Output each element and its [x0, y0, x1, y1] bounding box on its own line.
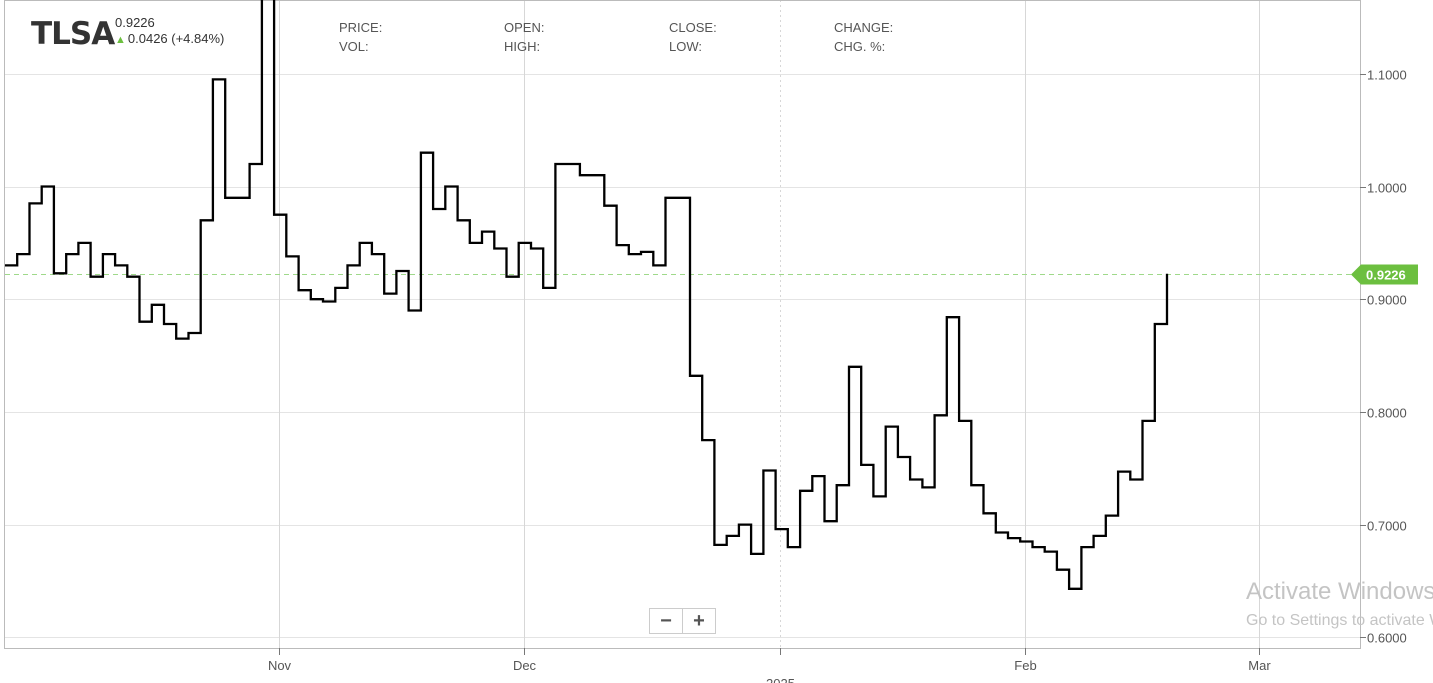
y-axis: 0.6000 0.7000 0.8000 0.9000 1.0000 1.1000: [1360, 68, 1407, 646]
activate-windows-title: Activate Windows: [1246, 578, 1433, 605]
activate-windows-subtitle: Go to Settings to activate Windows.: [1246, 612, 1433, 629]
vol-label: VOL:: [339, 39, 369, 54]
change-label: CHANGE:: [834, 20, 894, 35]
y-tick-label: 0.6000: [1367, 631, 1407, 646]
y-tick-label: 1.0000: [1367, 181, 1407, 196]
x-tick-label: Dec: [513, 658, 537, 673]
price-change-value: 0.0426 (+4.84%): [127, 31, 225, 46]
last-price-badge-label: 0.9226: [1366, 268, 1406, 283]
x-tick-label: 2025: [766, 676, 795, 683]
high-label: HIGH:: [504, 39, 541, 54]
zoom-out-button[interactable]: −: [650, 609, 683, 633]
y-tick-label: 0.7000: [1367, 519, 1407, 534]
vertical-gridlines: [279, 0, 1260, 648]
x-tick-label: Nov: [268, 658, 292, 673]
open-label: OPEN:: [504, 20, 545, 35]
price-series: [5, 0, 1169, 590]
price-step-line: [5, 0, 1169, 590]
last-price-badge: 0.9226: [1351, 264, 1418, 285]
up-arrow-icon: ▲: [115, 34, 126, 46]
zoom-in-button[interactable]: +: [693, 609, 705, 632]
x-axis: Nov Dec 2025 Feb Mar: [268, 648, 1271, 683]
price-change: ▲ 0.0426 (+4.84%): [115, 31, 224, 46]
close-label: CLOSE:: [669, 20, 717, 35]
ticker-symbol: TLSA: [31, 16, 115, 52]
price-label: PRICE:: [339, 20, 383, 35]
x-tick-label: Feb: [1014, 658, 1036, 673]
x-tick-label: Mar: [1248, 658, 1271, 673]
last-price-badge-shape: [1351, 264, 1418, 285]
y-tick-label: 0.8000: [1367, 406, 1407, 421]
y-tick-label: 0.9000: [1367, 293, 1407, 308]
y-tick-label: 1.1000: [1367, 68, 1407, 83]
chg-pct-label: CHG. %:: [834, 39, 886, 54]
zoom-controls: − +: [649, 608, 716, 634]
plot-frame: [4, 0, 1361, 649]
low-label: LOW:: [669, 39, 702, 54]
last-price: 0.9226: [115, 15, 155, 30]
horizontal-gridlines: [5, 74, 1360, 638]
